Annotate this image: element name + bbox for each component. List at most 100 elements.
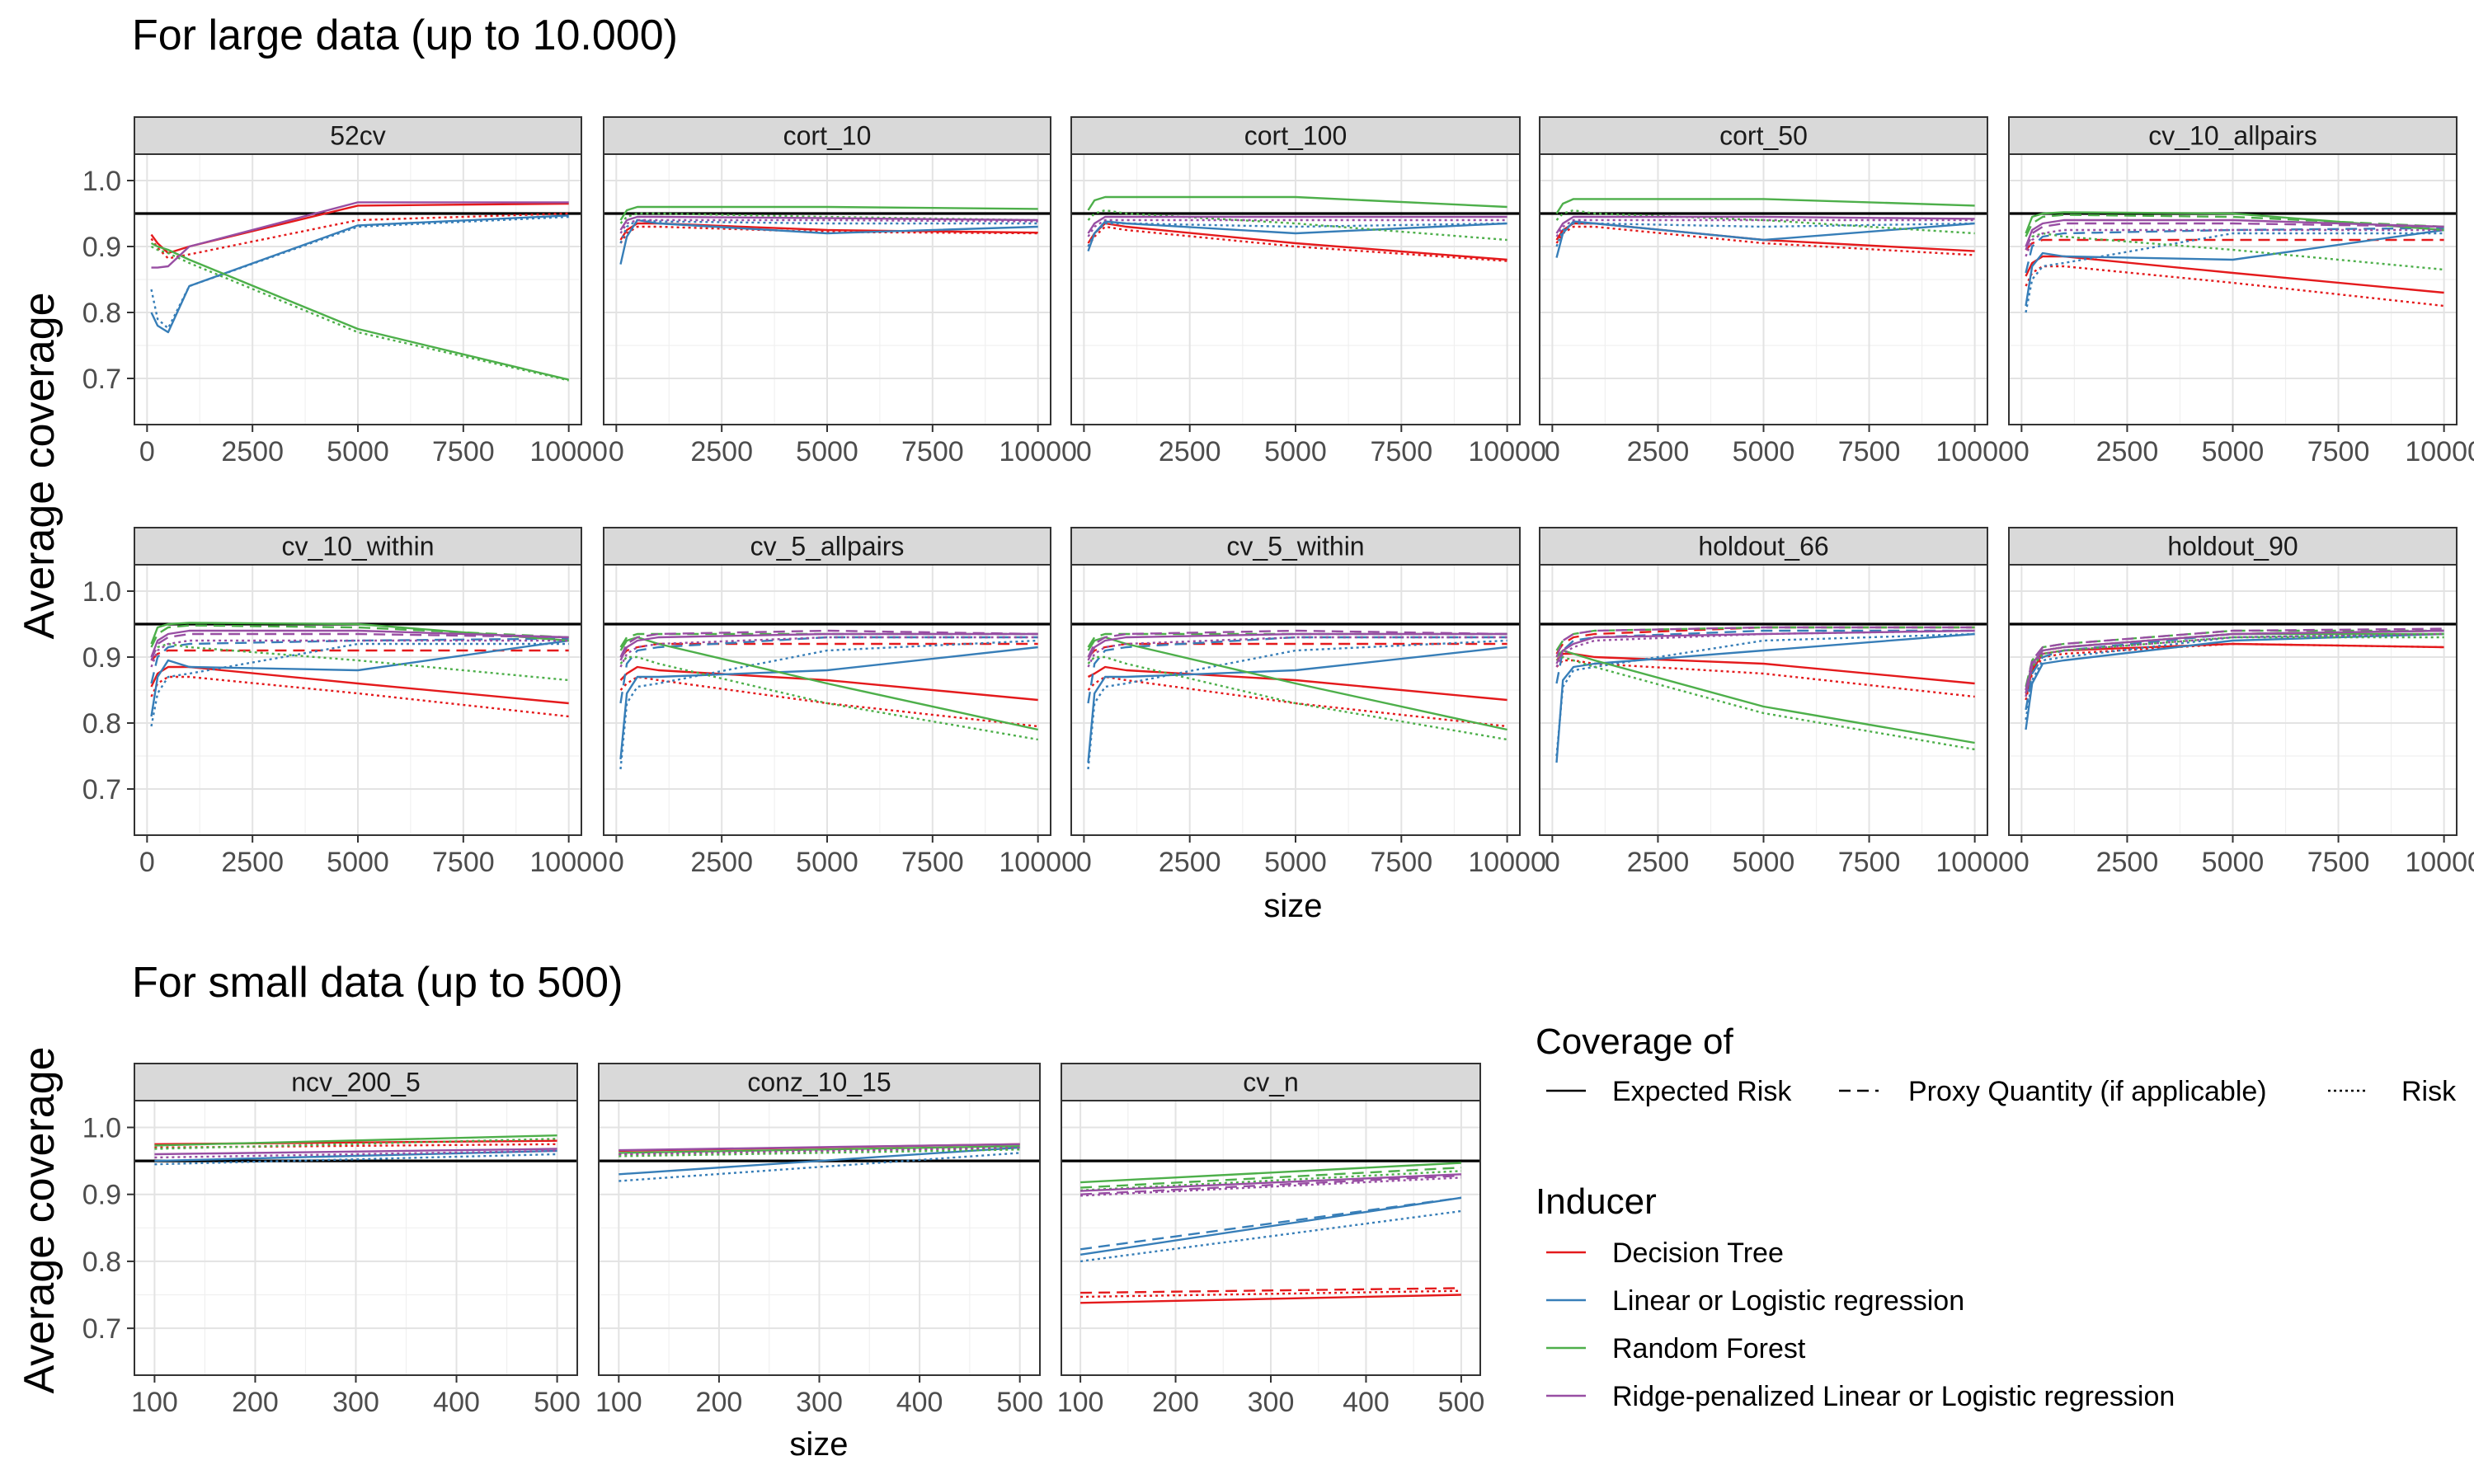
series-rf-proxy	[1087, 632, 1507, 648]
x-tick-label: 5000	[2202, 436, 2265, 467]
legend-item-linear-logistic: Linear or Logistic regression	[1612, 1285, 1964, 1317]
series-rf-proxy	[150, 624, 569, 648]
y-tick-label: 1.0	[82, 1112, 121, 1144]
series-dt-risk	[2025, 642, 2444, 701]
series-rf-expected	[619, 636, 1038, 731]
panel-cort_50: cort_50 0 2500 5000 7500 10000	[1539, 116, 2014, 467]
series-dt-proxy	[1555, 626, 1975, 655]
series-lr-proxy	[1087, 636, 1507, 704]
series-rf-risk	[150, 642, 569, 682]
series-dt-risk	[619, 675, 1038, 728]
legend-item-random-forest: Random Forest	[1612, 1333, 1806, 1364]
x-tick-label: 7500	[432, 847, 495, 878]
series-ridge-risk	[2025, 228, 2444, 257]
x-tick-label: 2500	[1627, 847, 1690, 878]
series-rf-expected	[150, 622, 569, 645]
x-axis-label-large: size	[1263, 888, 1322, 924]
x-tick-label: 10000	[999, 436, 1077, 467]
series-lr-expected	[150, 639, 569, 717]
x-tick-label: 200	[232, 1387, 279, 1418]
x-tick-label: 5000	[1733, 847, 1795, 878]
series-ridge-proxy	[1087, 629, 1507, 658]
series-rf-risk	[1087, 655, 1507, 741]
series-ridge-proxy	[1555, 626, 1975, 658]
series-rf-risk	[1555, 209, 1975, 235]
series-lr-proxy	[150, 637, 569, 684]
x-tick-label: 0	[1545, 436, 1560, 467]
series-rf-risk	[2025, 232, 2444, 271]
x-tick-label: 5000	[796, 847, 858, 878]
panel-cv_n: cv_n 100 200 300 400 500	[1057, 1063, 1484, 1418]
panel-title: holdout_90	[2167, 532, 2298, 561]
legend-coverage-title: Coverage of	[1536, 1021, 1733, 1062]
x-tick-label: 2500	[1159, 436, 1221, 467]
series-ridge-expected	[2025, 218, 2444, 247]
x-tick-label: 2500	[690, 436, 753, 467]
series-ridge-risk	[1087, 636, 1507, 668]
series-ridge-proxy	[2025, 222, 2444, 251]
series-lr-proxy	[619, 636, 1038, 704]
panel-title: cort_100	[1244, 121, 1348, 151]
x-tick-label: 0	[1076, 847, 1092, 878]
section-title-large: For large data (up to 10.000)	[132, 12, 678, 59]
x-tick-label: 7500	[1370, 847, 1432, 878]
x-tick-label: 7500	[1370, 436, 1432, 467]
series-ridge-risk	[150, 639, 569, 668]
legend-item-decision-tree: Decision Tree	[1612, 1237, 1784, 1269]
series-rf-proxy	[1080, 1167, 1461, 1189]
panel-strip	[1061, 1063, 1481, 1101]
chart-group-large: 52cv 0 2500 5000 7500 10000 0.7 0.8 0.9 1.0 cort_1…	[82, 116, 2474, 878]
series-rf-risk	[154, 1138, 557, 1150]
series-lr-risk	[150, 642, 569, 727]
panel-strip	[603, 527, 1051, 566]
panel-strip	[598, 1063, 1041, 1101]
series-dt-risk	[154, 1143, 557, 1149]
series-lr-risk	[1079, 1209, 1462, 1263]
panel-title: conz_10_15	[747, 1068, 891, 1097]
panel-title: ncv_200_5	[291, 1068, 421, 1097]
legend-inducer: Inducer Decision Tree Linear or Logistic…	[1536, 1181, 2175, 1412]
x-tick-label: 500	[996, 1387, 1043, 1418]
panel-strip	[134, 527, 582, 566]
x-tick-label: 10000	[1935, 847, 2014, 878]
y-axis-label-small: Average coverage	[16, 1046, 63, 1393]
y-tick-label: 0.8	[82, 708, 121, 740]
series-rf-expected	[1080, 1162, 1461, 1184]
x-tick-label: 7500	[1838, 436, 1901, 467]
panel-strip	[1070, 527, 1521, 566]
series-lr-risk	[2025, 232, 2444, 313]
series-rf-expected	[619, 205, 1038, 221]
x-tick-label: 10000	[2405, 847, 2474, 878]
legend-item-proxy: Proxy Quantity (if applicable)	[1908, 1076, 2267, 1107]
x-tick-label: 10000	[1935, 436, 2014, 467]
x-tick-label: 0	[139, 436, 155, 467]
legend-item-ridge: Ridge-penalized Linear or Logistic regre…	[1612, 1381, 2175, 1412]
x-tick-label: 10000	[529, 847, 608, 878]
y-tick-label: 1.0	[82, 166, 121, 197]
x-tick-label: 300	[796, 1387, 843, 1418]
series-lr-expected	[2025, 228, 2444, 307]
series-rf-risk	[1555, 655, 1975, 751]
x-axis-label-small: size	[789, 1426, 848, 1463]
chart-group-small: ncv_200_5 100 200 300 400 500 0.7 0.8 0.9 1.0 conz…	[82, 1063, 1484, 1418]
series-lr-risk	[619, 218, 1038, 244]
legend-inducer-title: Inducer	[1536, 1181, 1657, 1222]
series-dt-expected	[150, 665, 569, 705]
series-ridge-proxy	[150, 632, 569, 661]
x-tick-label: 0	[609, 436, 624, 467]
x-tick-label: 7500	[2307, 436, 2370, 467]
series-rf-risk	[619, 212, 1038, 224]
panel-cv_10_within: cv_10_within 0 2500 5000 7500 10000 0.7 0.8 0.9 1…	[82, 527, 608, 878]
series-ridge-risk	[154, 1149, 557, 1159]
series-rf-expected	[2025, 211, 2444, 234]
series-lr-expected	[1087, 220, 1507, 252]
panel-cort_100: cort_100 0 2500 5000 7500 10000	[1070, 116, 1546, 467]
series-ridge-expected	[1555, 215, 1975, 234]
panel-strip	[134, 1063, 578, 1101]
y-tick-label: 0.9	[82, 1180, 121, 1211]
series-dt-proxy	[1080, 1287, 1461, 1294]
series-ridge-proxy	[2025, 627, 2444, 691]
x-tick-label: 2500	[690, 847, 753, 878]
x-tick-label: 400	[1343, 1387, 1390, 1418]
panel-strip	[1539, 116, 1988, 155]
